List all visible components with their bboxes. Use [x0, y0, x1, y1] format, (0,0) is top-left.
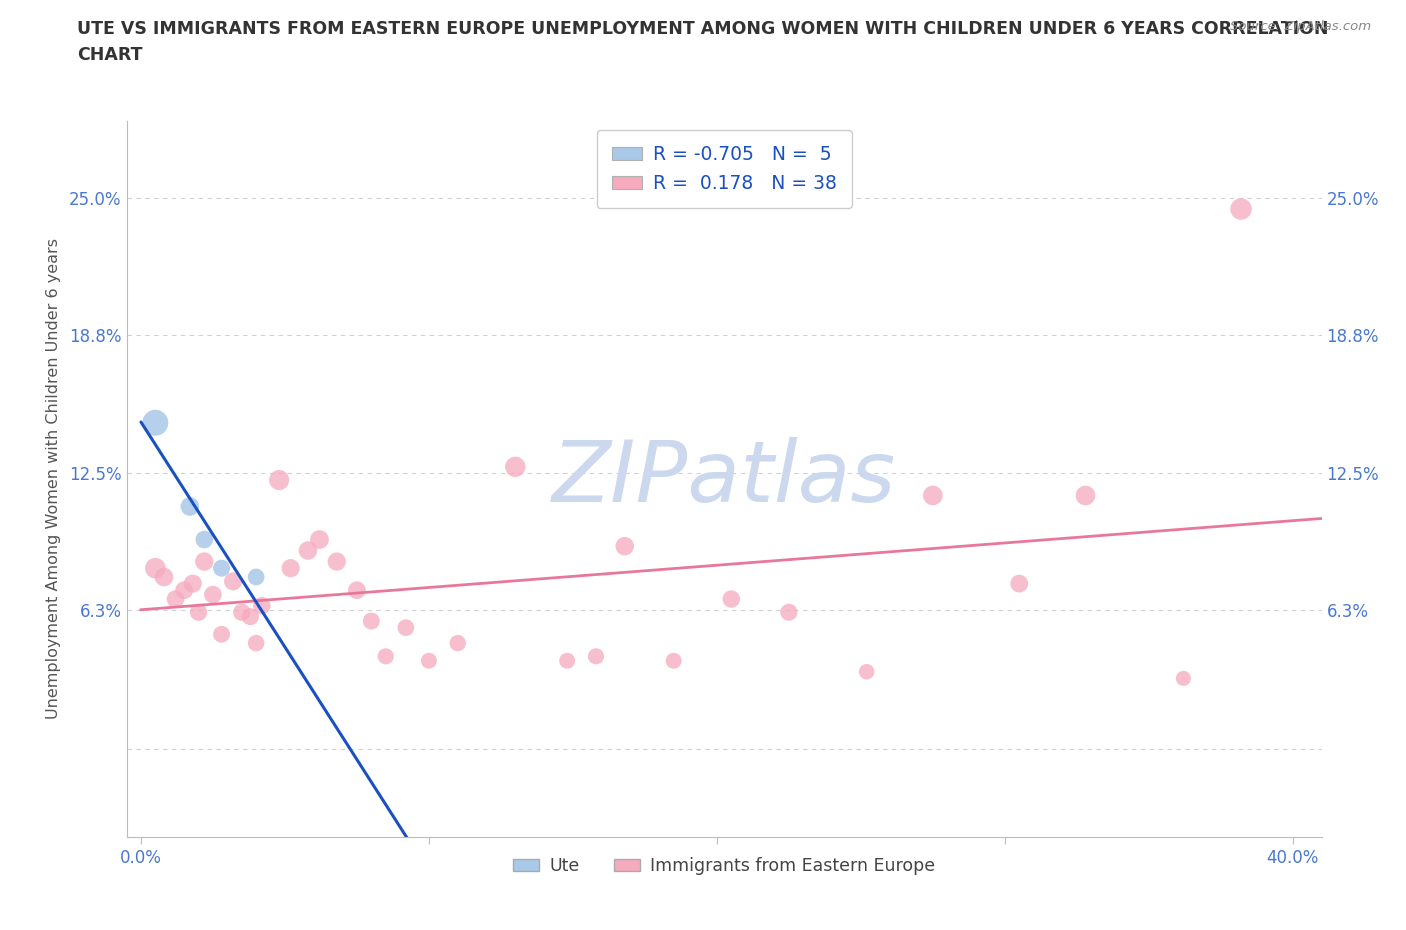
Point: [297, 543, 319, 558]
Point: [222, 574, 245, 589]
Point: [250, 598, 273, 613]
Point: [418, 653, 440, 668]
Point: [360, 614, 382, 629]
Point: [555, 653, 578, 668]
Point: [326, 554, 349, 569]
Point: [395, 620, 418, 635]
Point: [1230, 202, 1253, 217]
Point: [211, 561, 233, 576]
Y-axis label: Unemployment Among Women with Children Under 6 years: Unemployment Among Women with Children U…: [46, 238, 60, 720]
Point: [187, 604, 209, 619]
Point: [613, 538, 636, 553]
Point: [193, 554, 215, 569]
Legend: Ute, Immigrants from Eastern Europe: Ute, Immigrants from Eastern Europe: [506, 850, 942, 882]
Point: [720, 591, 742, 606]
Point: [308, 532, 330, 547]
Point: [1173, 671, 1195, 685]
Point: [165, 591, 187, 606]
Text: Source: ZipAtlas.com: Source: ZipAtlas.com: [1230, 20, 1371, 33]
Point: [231, 604, 253, 619]
Point: [662, 653, 685, 668]
Point: [173, 583, 195, 598]
Point: [143, 561, 166, 576]
Point: [505, 459, 527, 474]
Text: ZIPatlas: ZIPatlas: [553, 437, 896, 521]
Point: [201, 587, 224, 602]
Point: [1074, 488, 1097, 503]
Point: [1008, 577, 1031, 591]
Point: [374, 649, 396, 664]
Point: [153, 569, 176, 584]
Point: [193, 532, 215, 547]
Point: [245, 569, 267, 584]
Text: UTE VS IMMIGRANTS FROM EASTERN EUROPE UNEMPLOYMENT AMONG WOMEN WITH CHILDREN UND: UTE VS IMMIGRANTS FROM EASTERN EUROPE UN…: [77, 20, 1329, 38]
Text: CHART: CHART: [77, 46, 143, 64]
Point: [778, 604, 800, 619]
Point: [179, 499, 201, 514]
Point: [447, 636, 470, 651]
Point: [855, 664, 877, 679]
Point: [143, 416, 166, 431]
Point: [585, 649, 607, 664]
Point: [346, 583, 368, 598]
Point: [921, 488, 943, 503]
Point: [280, 561, 302, 576]
Point: [269, 472, 291, 487]
Point: [211, 627, 233, 642]
Point: [181, 577, 204, 591]
Point: [239, 609, 262, 624]
Point: [245, 636, 267, 651]
